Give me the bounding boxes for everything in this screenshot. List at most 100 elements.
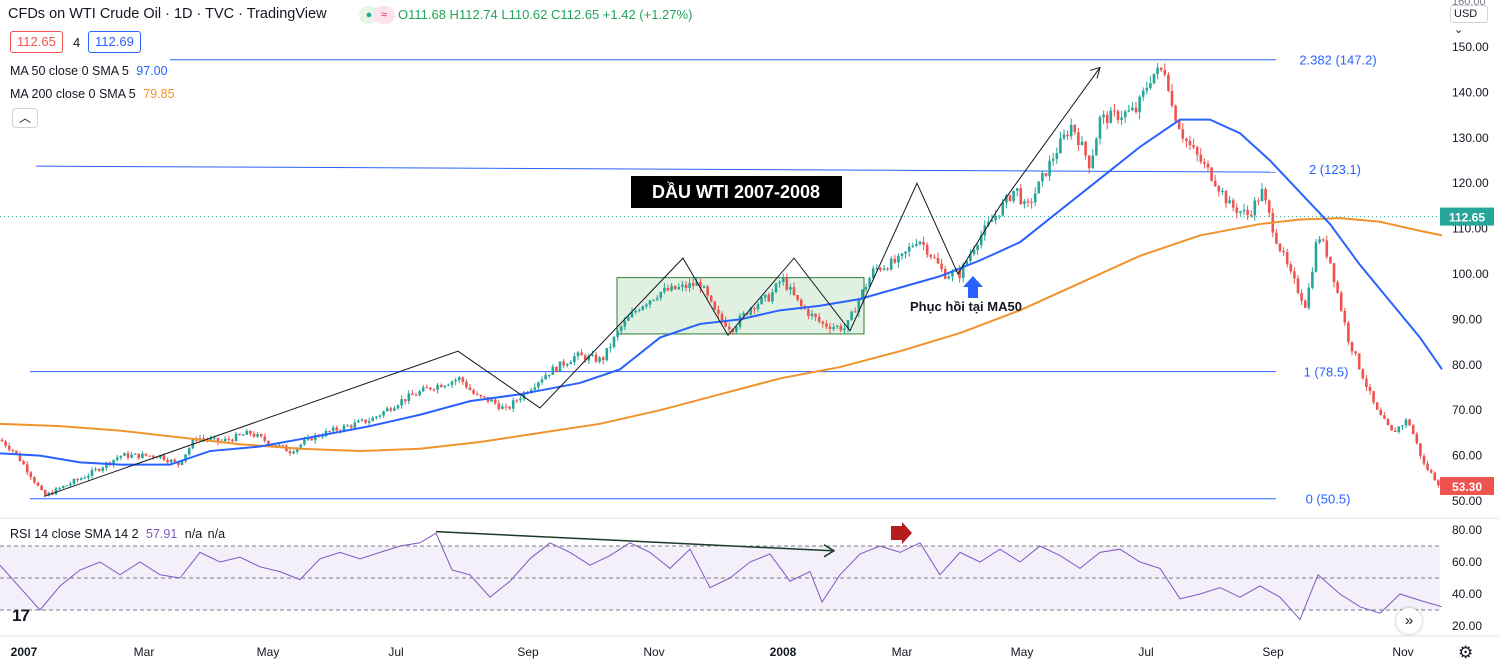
candle-body bbox=[1066, 134, 1069, 137]
candle-body bbox=[202, 438, 205, 440]
candle-body bbox=[123, 453, 126, 456]
candle-body bbox=[900, 253, 904, 256]
candle-body bbox=[1008, 195, 1012, 201]
candle-body bbox=[1102, 114, 1105, 118]
candle-body bbox=[702, 286, 706, 288]
candle-body bbox=[335, 427, 339, 431]
candle-body bbox=[688, 283, 691, 289]
candle-body bbox=[184, 454, 187, 462]
candle-body bbox=[421, 387, 425, 392]
candle-body bbox=[342, 425, 346, 431]
candle-body bbox=[267, 440, 270, 445]
candle-body bbox=[382, 411, 385, 416]
candle-body bbox=[1332, 263, 1336, 283]
candle-body bbox=[850, 311, 853, 321]
candle-body bbox=[832, 326, 835, 330]
candle-body bbox=[1357, 353, 1361, 370]
ask-button[interactable]: 112.69 bbox=[88, 31, 141, 53]
rsi-tick-label: 60.00 bbox=[1452, 555, 1482, 569]
candle-body bbox=[940, 263, 943, 270]
candle-body bbox=[393, 408, 396, 411]
candle-body bbox=[727, 326, 731, 330]
candle-body bbox=[1199, 154, 1203, 162]
candle-body bbox=[897, 255, 900, 263]
candle-body bbox=[1361, 369, 1365, 379]
compare-icon[interactable]: ≈ bbox=[373, 6, 395, 24]
candle-body bbox=[234, 433, 238, 442]
rsi-value: 57.91 bbox=[146, 527, 178, 541]
ma200-legend[interactable]: MA 200 close 0 SMA 5 79.85 bbox=[10, 87, 175, 101]
candle-body bbox=[1152, 73, 1156, 84]
candle-body bbox=[562, 361, 565, 366]
candle-body bbox=[490, 399, 493, 402]
scroll-to-latest-button[interactable]: » bbox=[1396, 608, 1422, 634]
candle-body bbox=[965, 260, 969, 265]
candle-body bbox=[1005, 195, 1008, 203]
candle-body bbox=[43, 490, 47, 496]
candle-body bbox=[33, 477, 36, 483]
candle-body bbox=[612, 336, 616, 347]
ohlc-values: O111.68 H112.74 L110.62 C112.65 +1.42 (+… bbox=[398, 7, 693, 22]
candle-body bbox=[231, 439, 234, 442]
candle-body bbox=[706, 286, 709, 296]
candle-body bbox=[40, 485, 43, 491]
candle-body bbox=[547, 374, 551, 376]
candle-body bbox=[313, 434, 317, 441]
candle-body bbox=[673, 285, 677, 290]
candle-body bbox=[771, 292, 774, 302]
candle-body bbox=[749, 308, 753, 315]
candle-body bbox=[807, 309, 810, 317]
candle-body bbox=[792, 287, 796, 296]
candle-body bbox=[223, 438, 227, 442]
candle-body bbox=[141, 453, 144, 459]
candle-body bbox=[501, 406, 504, 409]
rsi-legend[interactable]: RSI 14 close SMA 14 2 57.91 n/a n/a bbox=[10, 527, 225, 541]
candle-body bbox=[1195, 147, 1199, 155]
candle-body bbox=[861, 289, 864, 300]
candle-body bbox=[576, 352, 580, 357]
candle-body bbox=[915, 243, 918, 246]
tradingview-logo-icon[interactable]: 17 bbox=[12, 606, 30, 625]
fib-label: 2 (123.1) bbox=[1309, 162, 1361, 177]
rsi-line bbox=[0, 532, 1443, 621]
candle-body bbox=[655, 297, 659, 300]
x-tick-label: 2008 bbox=[770, 645, 797, 659]
gear-icon[interactable]: ⚙ bbox=[1458, 643, 1474, 662]
candle-body bbox=[1224, 191, 1228, 204]
candle-body bbox=[904, 251, 907, 254]
candle-body bbox=[857, 299, 861, 313]
y-tick-label: 130.00 bbox=[1452, 131, 1489, 145]
candle-body bbox=[1365, 378, 1368, 387]
candle-body bbox=[1023, 201, 1026, 204]
candle-body bbox=[677, 286, 681, 290]
candle-body bbox=[1091, 155, 1095, 169]
candle-body bbox=[1239, 211, 1242, 213]
currency-selector[interactable]: USD ⌄ bbox=[1450, 5, 1488, 36]
candle-body bbox=[1221, 191, 1224, 193]
candle-body bbox=[1249, 215, 1253, 217]
candle-body bbox=[1318, 239, 1321, 243]
candle-body bbox=[1275, 232, 1278, 244]
candle-body bbox=[594, 354, 598, 362]
candle-body bbox=[1278, 243, 1282, 252]
candle-body bbox=[760, 297, 763, 305]
candle-body bbox=[990, 220, 994, 222]
candle-body bbox=[515, 400, 519, 402]
candle-body bbox=[256, 434, 259, 437]
candle-body bbox=[767, 294, 771, 302]
ma50-legend[interactable]: MA 50 close 0 SMA 5 97.00 bbox=[10, 64, 168, 78]
candle-body bbox=[1343, 310, 1347, 323]
bid-button[interactable]: 112.65 bbox=[10, 31, 63, 53]
y-tick-label: 90.00 bbox=[1452, 312, 1482, 326]
x-tick-label: Jul bbox=[1138, 645, 1153, 659]
y-tick-label: 100.00 bbox=[1452, 267, 1489, 281]
candle-body bbox=[371, 417, 375, 422]
candle-body bbox=[522, 392, 526, 399]
candle-body bbox=[695, 281, 699, 286]
candle-body bbox=[0, 439, 4, 442]
candle-body bbox=[1203, 161, 1206, 164]
candle-body bbox=[609, 346, 612, 349]
collapse-legend-button[interactable]: ︿ bbox=[12, 108, 38, 128]
candle-body bbox=[1383, 415, 1386, 419]
